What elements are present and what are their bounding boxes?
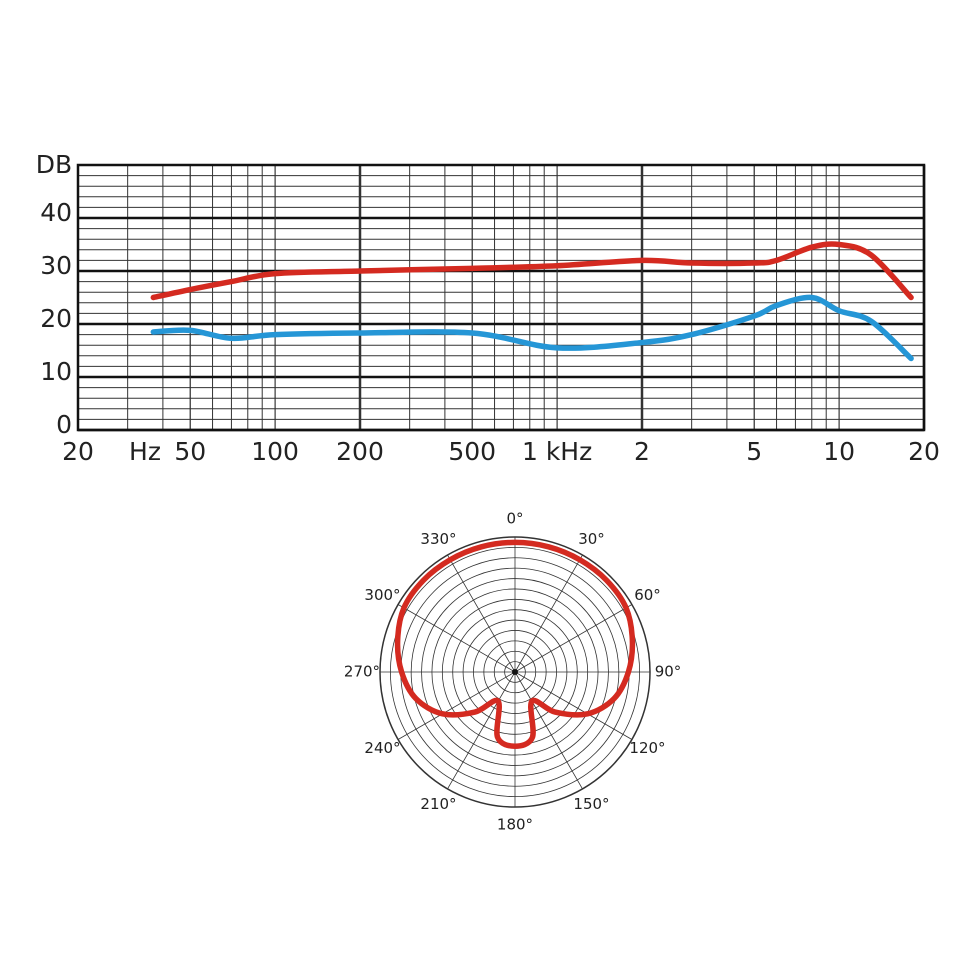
polar-center: [512, 669, 518, 675]
polar-spoke: [514, 554, 583, 673]
polar-spoke: [514, 671, 633, 740]
y-tick-label: 40: [40, 198, 72, 227]
polar-spoke: [397, 604, 516, 673]
angle-label: 150°: [573, 795, 609, 813]
angle-label: 300°: [364, 586, 400, 604]
x-tick-label: 5: [746, 437, 762, 466]
y-tick-label: 20: [40, 304, 72, 333]
polar-spoke: [447, 671, 516, 790]
x-tick-label: 50: [174, 437, 206, 466]
angle-label: 60°: [634, 586, 661, 604]
polar-pattern: [394, 539, 636, 749]
response-line: [150, 241, 914, 301]
angle-label: 120°: [629, 739, 665, 757]
angle-label: 180°: [497, 816, 533, 834]
y-tick-label: 10: [40, 357, 72, 386]
plot-frame: [76, 163, 926, 432]
angle-label: 240°: [364, 739, 400, 757]
x-tick-label: 20: [62, 437, 94, 466]
polar-spoke: [447, 554, 516, 673]
x-tick-label: 500: [448, 437, 496, 466]
x-tick-label: 2: [634, 437, 650, 466]
response-line: [150, 294, 914, 362]
x-tick-label: 10: [823, 437, 855, 466]
x-tick-label: 200: [336, 437, 384, 466]
polar-spoke: [397, 671, 516, 740]
y-tick-label: 0: [56, 410, 72, 439]
y-axis-label: DB: [36, 150, 72, 179]
x-tick-label: 20: [908, 437, 940, 466]
angle-label: 90°: [655, 663, 682, 681]
y-tick-label: 30: [40, 251, 72, 280]
x-tick-label: 100: [251, 437, 299, 466]
polar-spoke: [514, 671, 583, 790]
angle-label: 0°: [506, 510, 523, 528]
angle-label: 210°: [420, 795, 456, 813]
angle-label: 330°: [420, 530, 456, 548]
x-tick-label: 1 kHz: [522, 437, 592, 466]
polar-spoke: [514, 604, 633, 673]
angle-label: 270°: [344, 663, 380, 681]
angle-label: 30°: [578, 530, 605, 548]
x-axis-label: Hz: [129, 437, 161, 466]
